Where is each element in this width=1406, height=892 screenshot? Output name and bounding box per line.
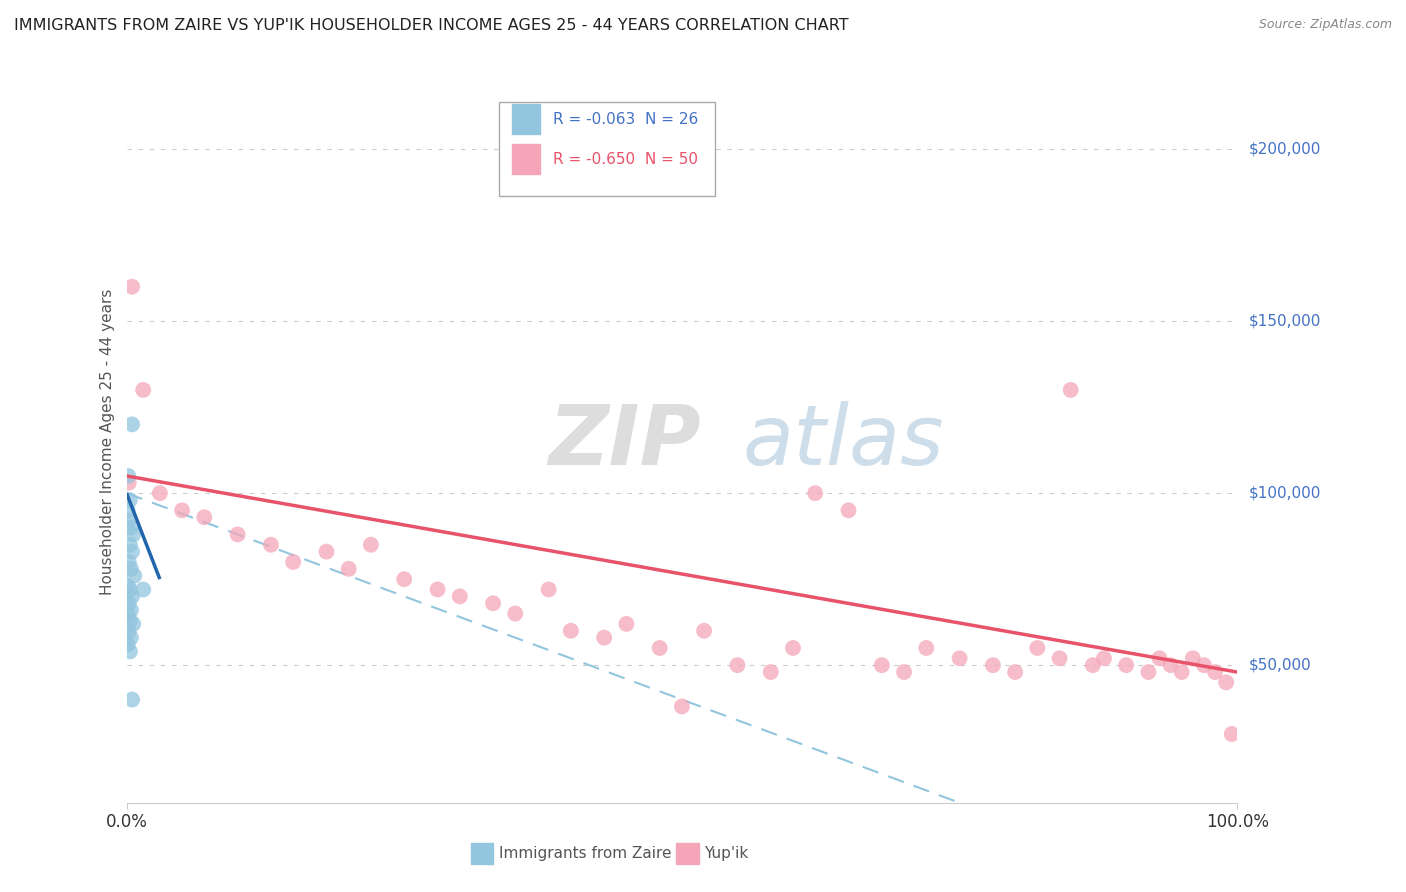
- Point: [838, 503, 860, 517]
- Y-axis label: Householder Income Ages 25 - 44 years: Householder Income Ages 25 - 44 years: [100, 288, 115, 595]
- Point: [118, 555, 141, 569]
- Point: [149, 486, 172, 500]
- Point: [1004, 665, 1026, 679]
- Point: [315, 544, 337, 558]
- Point: [1215, 675, 1237, 690]
- FancyBboxPatch shape: [499, 102, 716, 196]
- Point: [120, 562, 142, 576]
- Point: [1170, 665, 1192, 679]
- Point: [260, 538, 283, 552]
- Point: [616, 616, 638, 631]
- Text: Yup'ik: Yup'ik: [704, 846, 748, 861]
- Point: [593, 631, 616, 645]
- Bar: [512, 144, 540, 174]
- Point: [337, 562, 360, 576]
- Point: [120, 603, 142, 617]
- Point: [1149, 651, 1171, 665]
- Point: [132, 582, 155, 597]
- Text: $150,000: $150,000: [1249, 314, 1320, 328]
- Bar: [471, 843, 494, 864]
- Point: [804, 486, 827, 500]
- Point: [226, 527, 249, 541]
- Point: [1181, 651, 1204, 665]
- Point: [671, 699, 693, 714]
- Point: [118, 538, 141, 552]
- Point: [1192, 658, 1215, 673]
- Point: [118, 614, 141, 628]
- Point: [648, 640, 671, 655]
- Point: [1026, 640, 1049, 655]
- Point: [870, 658, 893, 673]
- Text: IMMIGRANTS FROM ZAIRE VS YUP'IK HOUSEHOLDER INCOME AGES 25 - 44 YEARS CORRELATIO: IMMIGRANTS FROM ZAIRE VS YUP'IK HOUSEHOL…: [14, 18, 849, 33]
- Point: [121, 692, 143, 706]
- Point: [1160, 658, 1182, 673]
- Point: [193, 510, 215, 524]
- Point: [1115, 658, 1137, 673]
- Point: [118, 596, 141, 610]
- Point: [727, 658, 749, 673]
- Point: [117, 638, 139, 652]
- Point: [118, 493, 141, 508]
- Point: [1049, 651, 1071, 665]
- Point: [759, 665, 782, 679]
- Point: [120, 631, 142, 645]
- Point: [1204, 665, 1226, 679]
- Point: [122, 616, 145, 631]
- Point: [117, 579, 139, 593]
- Point: [117, 607, 139, 621]
- Point: [117, 503, 139, 517]
- Point: [949, 651, 972, 665]
- Point: [121, 544, 143, 558]
- Text: atlas: atlas: [742, 401, 945, 482]
- Point: [1081, 658, 1104, 673]
- Point: [560, 624, 582, 638]
- Text: ZIP: ZIP: [548, 401, 702, 482]
- Point: [118, 514, 141, 528]
- Point: [172, 503, 194, 517]
- Text: $50,000: $50,000: [1249, 657, 1312, 673]
- Text: R = -0.650  N = 50: R = -0.650 N = 50: [553, 152, 697, 167]
- Point: [121, 279, 143, 293]
- Point: [893, 665, 915, 679]
- Point: [122, 527, 145, 541]
- Point: [503, 607, 526, 621]
- Point: [1220, 727, 1243, 741]
- Point: [981, 658, 1004, 673]
- Text: R = -0.063  N = 26: R = -0.063 N = 26: [553, 112, 699, 127]
- Text: $100,000: $100,000: [1249, 485, 1320, 500]
- Point: [117, 469, 139, 483]
- Bar: [676, 843, 699, 864]
- Point: [693, 624, 716, 638]
- Point: [482, 596, 505, 610]
- Text: $200,000: $200,000: [1249, 142, 1320, 157]
- Text: Immigrants from Zaire: Immigrants from Zaire: [499, 846, 671, 861]
- Point: [360, 538, 382, 552]
- Text: Source: ZipAtlas.com: Source: ZipAtlas.com: [1258, 18, 1392, 31]
- Point: [124, 568, 146, 582]
- Point: [449, 590, 471, 604]
- Bar: [512, 104, 540, 135]
- Point: [118, 644, 141, 658]
- Point: [281, 555, 304, 569]
- Point: [1060, 383, 1083, 397]
- Point: [121, 417, 143, 432]
- Point: [132, 383, 155, 397]
- Point: [1092, 651, 1115, 665]
- Point: [426, 582, 449, 597]
- Point: [121, 590, 143, 604]
- Point: [782, 640, 804, 655]
- Point: [915, 640, 938, 655]
- Point: [118, 582, 141, 597]
- Point: [118, 624, 141, 638]
- Point: [537, 582, 560, 597]
- Point: [394, 572, 416, 586]
- Point: [118, 475, 141, 490]
- Point: [1137, 665, 1160, 679]
- Point: [120, 520, 142, 534]
